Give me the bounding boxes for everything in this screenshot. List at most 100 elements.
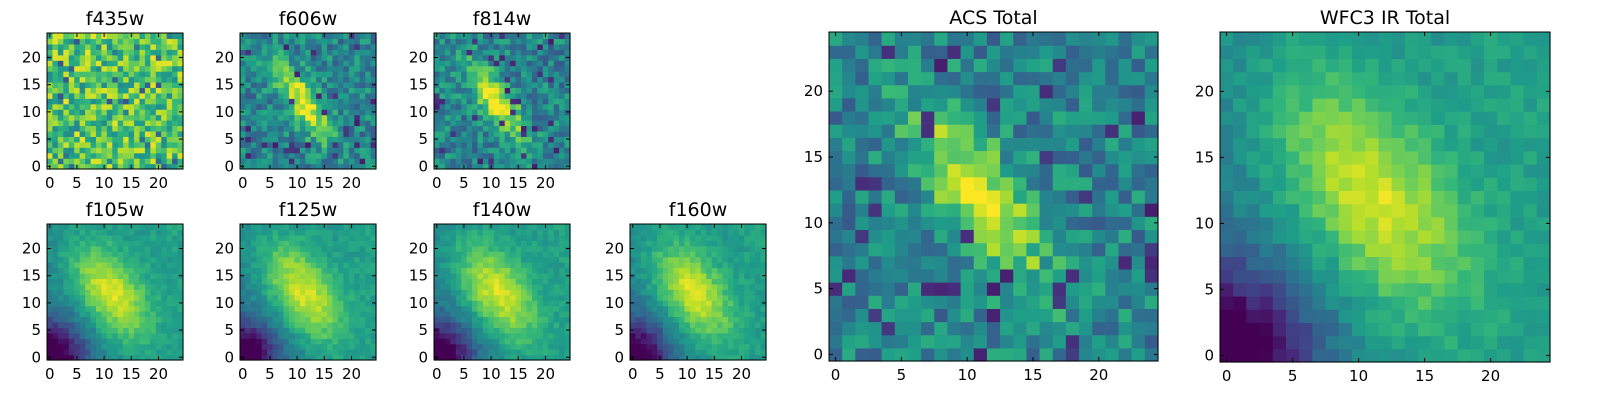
heatmap-cell: [128, 262, 135, 269]
heatmap-cell: [559, 321, 566, 328]
heatmap-cell: [316, 60, 323, 67]
heatmap-cell: [444, 130, 451, 137]
heatmap-cell: [134, 98, 141, 105]
heatmap-cell: [134, 120, 141, 127]
heatmap-cell: [755, 267, 762, 274]
heatmap-cell: [504, 92, 511, 99]
heatmap-cell: [63, 114, 70, 121]
heatmap-cell: [250, 229, 257, 236]
heatmap-cell: [321, 327, 328, 334]
heatmap-cell: [321, 316, 328, 323]
heatmap-cell: [74, 332, 81, 339]
heatmap-cell: [106, 49, 113, 56]
heatmap-cell: [283, 311, 290, 318]
heatmap-cell: [488, 229, 495, 236]
heatmap-cell: [101, 147, 108, 154]
heatmap-cell: [348, 87, 355, 94]
heatmap-cell: [359, 43, 366, 50]
heatmap-cell: [537, 158, 544, 165]
heatmap-cell: [112, 136, 119, 143]
heatmap-cell: [134, 81, 141, 88]
heatmap-cell: [1092, 347, 1106, 362]
heatmap-cell: [85, 327, 92, 334]
heatmap-cell: [466, 234, 473, 241]
heatmap-cell: [695, 224, 702, 231]
heatmap-cell: [722, 338, 729, 345]
heatmap-cell: [128, 136, 135, 143]
heatmap-cell: [256, 262, 263, 269]
heatmap-cells: [434, 224, 571, 361]
heatmap-cell: [112, 229, 119, 236]
heatmap-cell: [894, 282, 909, 296]
heatmap-cell: [85, 81, 92, 88]
heatmap-cell: [90, 125, 97, 132]
heatmap-cell: [706, 229, 713, 236]
heatmap-cell: [662, 338, 669, 345]
heatmap-cell: [881, 334, 896, 349]
heatmap-cell: [548, 327, 555, 334]
heatmap-cell: [493, 272, 500, 279]
heatmap-cell: [68, 289, 75, 296]
heatmap-cell: [245, 147, 252, 154]
heatmap-cell: [564, 294, 571, 301]
heatmap-cell: [144, 120, 151, 127]
heatmap-cell: [47, 338, 54, 345]
heatmap-cell: [68, 338, 75, 345]
heatmap-cell: [261, 38, 268, 45]
heatmap-cell: [515, 109, 522, 116]
heatmap-cell: [261, 354, 268, 361]
heatmap-cell: [79, 141, 86, 148]
heatmap-cell: [521, 289, 528, 296]
heatmap-cell: [261, 251, 268, 258]
heatmap-cell: [177, 65, 184, 72]
heatmap-cell: [316, 76, 323, 83]
heatmap-cell: [240, 76, 247, 83]
heatmap-cell: [531, 338, 538, 345]
heatmap-cell: [166, 109, 173, 116]
heatmap-cell: [134, 332, 141, 339]
heatmap-cell: [526, 327, 533, 334]
heatmap-cell: [365, 98, 372, 105]
heatmap-cell: [90, 158, 97, 165]
heatmap-cell: [542, 240, 549, 247]
heatmap-cell: [635, 251, 642, 258]
heatmap-cell: [727, 289, 734, 296]
heatmap-cell: [327, 92, 334, 99]
heatmap-cell: [1052, 255, 1067, 270]
heatmap-cell: [63, 240, 70, 247]
heatmap-cell: [553, 283, 560, 290]
heatmap-cell: [738, 267, 745, 274]
heatmap-cell: [444, 152, 451, 159]
heatmap-cell: [47, 76, 54, 83]
heatmap-cell: [477, 354, 484, 361]
heatmap-cell: [74, 349, 81, 356]
heatmap-cell: [760, 289, 767, 296]
heatmap-cell: [515, 289, 522, 296]
heatmap-cell: [531, 234, 538, 241]
heatmap-cell: [267, 256, 274, 263]
heatmap-cell: [343, 267, 350, 274]
heatmap-cell: [144, 332, 151, 339]
heatmap-cell: [272, 354, 279, 361]
heatmap-cell: [321, 332, 328, 339]
heatmap-cell: [117, 349, 124, 356]
heatmap-cell: [434, 234, 441, 241]
heatmap-cell: [450, 103, 457, 110]
x-tick-label: 0: [45, 174, 55, 192]
heatmap-cell: [256, 65, 263, 72]
heatmap-cell: [531, 163, 538, 170]
heatmap-cell: [466, 278, 473, 285]
heatmap-cell: [316, 300, 323, 307]
heatmap-cell: [881, 347, 896, 362]
heatmap-cell: [482, 81, 489, 88]
heatmap-cell: [1092, 176, 1106, 191]
heatmap-cell: [321, 272, 328, 279]
heatmap-cell: [504, 234, 511, 241]
heatmap-cell: [117, 136, 124, 143]
heatmap-cell: [155, 240, 162, 247]
heatmap-cell: [755, 262, 762, 269]
x-tick-label: 5: [265, 174, 275, 192]
heatmap-cell: [1092, 163, 1106, 178]
heatmap-cell: [343, 251, 350, 258]
heatmap-cell: [711, 240, 718, 247]
